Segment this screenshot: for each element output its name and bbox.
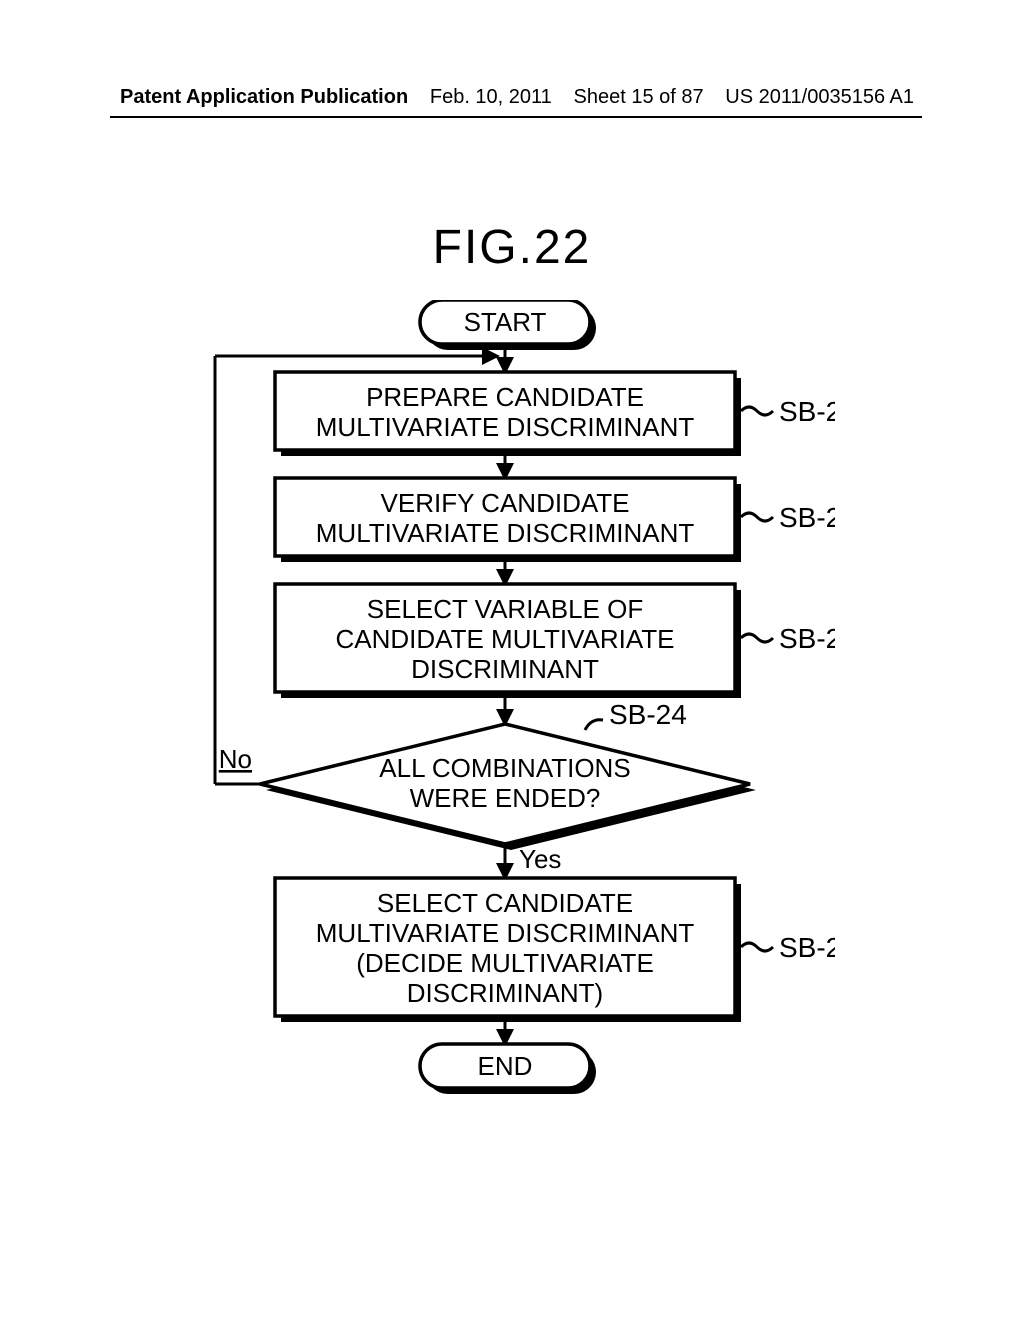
svg-text:No: No (219, 744, 252, 774)
header-rule (110, 116, 922, 118)
header-date: Feb. 10, 2011 (430, 86, 552, 109)
page-header: Patent Application Publication Feb. 10, … (120, 86, 914, 109)
svg-text:MULTIVARIATE DISCRIMINANT: MULTIVARIATE DISCRIMINANT (316, 518, 695, 548)
page: Patent Application Publication Feb. 10, … (0, 0, 1024, 1320)
flowchart: STARTPREPARE CANDIDATEMULTIVARIATE DISCR… (175, 300, 835, 1108)
flowchart-svg: STARTPREPARE CANDIDATEMULTIVARIATE DISCR… (175, 300, 835, 1108)
svg-text:SB-23: SB-23 (779, 623, 835, 654)
svg-text:MULTIVARIATE DISCRIMINANT: MULTIVARIATE DISCRIMINANT (316, 918, 695, 948)
header-docnum: US 2011/0035156 A1 (725, 86, 914, 109)
svg-text:MULTIVARIATE DISCRIMINANT: MULTIVARIATE DISCRIMINANT (316, 412, 695, 442)
svg-text:DISCRIMINANT: DISCRIMINANT (411, 654, 599, 684)
header-sheet: Sheet 15 of 87 (574, 86, 704, 109)
svg-text:DISCRIMINANT): DISCRIMINANT) (407, 978, 603, 1008)
svg-text:START: START (464, 307, 547, 337)
svg-text:END: END (478, 1051, 533, 1081)
svg-text:VERIFY CANDIDATE: VERIFY CANDIDATE (381, 488, 630, 518)
svg-text:PREPARE CANDIDATE: PREPARE CANDIDATE (366, 382, 644, 412)
figure-title: FIG.22 (0, 220, 1024, 275)
svg-text:SELECT VARIABLE OF: SELECT VARIABLE OF (367, 594, 643, 624)
svg-text:ALL COMBINATIONS: ALL COMBINATIONS (379, 753, 630, 783)
svg-text:(DECIDE MULTIVARIATE: (DECIDE MULTIVARIATE (356, 948, 654, 978)
svg-text:Yes: Yes (519, 844, 561, 874)
svg-text:SB-21: SB-21 (779, 396, 835, 427)
svg-text:WERE ENDED?: WERE ENDED? (410, 783, 601, 813)
svg-text:SB-22: SB-22 (779, 502, 835, 533)
svg-text:SELECT CANDIDATE: SELECT CANDIDATE (377, 888, 633, 918)
svg-text:CANDIDATE MULTIVARIATE: CANDIDATE MULTIVARIATE (336, 624, 675, 654)
svg-text:SB-25: SB-25 (779, 932, 835, 963)
svg-text:SB-24: SB-24 (609, 699, 687, 730)
header-publication: Patent Application Publication (120, 86, 408, 109)
